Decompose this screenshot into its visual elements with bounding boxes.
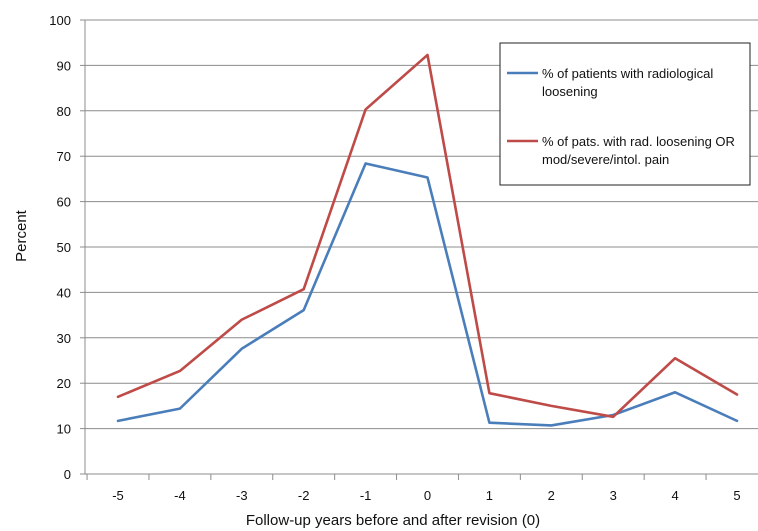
y-tick-label: 40 [57, 285, 71, 300]
y-axis-title: Percent [13, 209, 30, 262]
x-axis-title: Follow-up years before and after revisio… [246, 512, 540, 529]
x-tick-label: -3 [236, 488, 248, 503]
x-tick-labels: -5 -4 -3 -2 -1 0 1 2 3 4 5 [112, 488, 740, 503]
x-tick-label: -2 [298, 488, 310, 503]
x-tick-label: -1 [360, 488, 372, 503]
legend-label-1: % of patients with radiological [542, 66, 713, 81]
legend-label-2: % of pats. with rad. loosening OR [542, 134, 735, 149]
x-tick-label: 4 [671, 488, 678, 503]
legend-box [499, 42, 751, 186]
y-tick-label: 100 [49, 13, 71, 28]
y-tick-label: 0 [64, 467, 71, 482]
legend-label-1: loosening [542, 84, 598, 99]
y-tick-labels: 0 10 20 30 40 50 60 70 80 90 100 [49, 13, 71, 482]
x-tick-label: -4 [174, 488, 186, 503]
x-tick-label: 3 [610, 488, 617, 503]
y-tick-label: 10 [57, 422, 71, 437]
y-tick-label: 90 [57, 58, 71, 73]
x-tick-label: 0 [424, 488, 431, 503]
axes [80, 19, 758, 480]
series-line-1 [116, 162, 739, 427]
legend: % of patients with radiological loosening… [499, 42, 751, 186]
x-tick-label: -5 [112, 488, 124, 503]
series-lines [116, 53, 739, 427]
y-tick-label: 20 [57, 376, 71, 391]
y-tick-label: 80 [57, 104, 71, 119]
series-line-2 [116, 53, 739, 419]
y-tick-label: 50 [57, 240, 71, 255]
x-tick-label: 1 [486, 488, 493, 503]
x-tick-label: 5 [733, 488, 740, 503]
legend-label-2: mod/severe/intol. pain [542, 152, 669, 167]
y-tick-label: 30 [57, 331, 71, 346]
x-tick-label: 2 [548, 488, 555, 503]
y-tick-label: 60 [57, 195, 71, 210]
y-tick-label: 70 [57, 149, 71, 164]
gridlines [85, 19, 758, 430]
